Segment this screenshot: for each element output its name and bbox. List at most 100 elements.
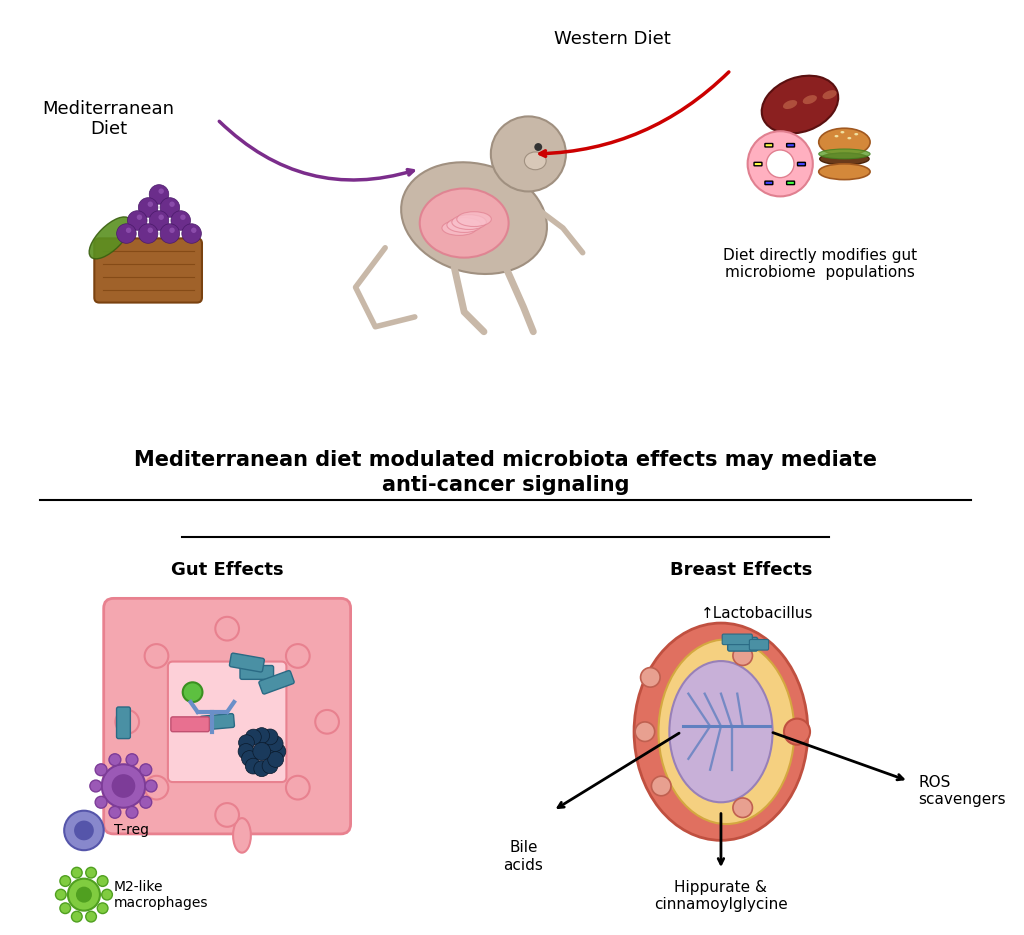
Ellipse shape: [658, 640, 795, 824]
Circle shape: [254, 727, 269, 743]
Text: ↑Lactobacillus: ↑Lactobacillus: [701, 606, 814, 621]
Circle shape: [169, 227, 175, 233]
Circle shape: [145, 780, 157, 792]
Circle shape: [182, 683, 203, 702]
FancyBboxPatch shape: [750, 640, 769, 650]
Circle shape: [535, 143, 542, 151]
Ellipse shape: [848, 137, 851, 139]
Ellipse shape: [820, 153, 869, 165]
Circle shape: [286, 776, 309, 799]
Circle shape: [171, 210, 190, 230]
Circle shape: [72, 868, 82, 878]
Circle shape: [95, 764, 106, 776]
FancyBboxPatch shape: [200, 713, 234, 730]
Circle shape: [254, 760, 269, 776]
Circle shape: [65, 811, 103, 850]
Circle shape: [494, 135, 514, 154]
Ellipse shape: [401, 163, 547, 274]
Circle shape: [137, 214, 142, 220]
FancyBboxPatch shape: [94, 238, 202, 303]
Circle shape: [90, 780, 101, 792]
Ellipse shape: [233, 818, 251, 853]
FancyBboxPatch shape: [798, 163, 806, 165]
Circle shape: [116, 710, 139, 734]
FancyBboxPatch shape: [171, 717, 209, 732]
Circle shape: [97, 903, 108, 913]
FancyBboxPatch shape: [728, 638, 758, 651]
Text: Hippurate &
cinnamoylglycine: Hippurate & cinnamoylglycine: [654, 880, 787, 913]
Text: ROS
scavengers: ROS scavengers: [919, 775, 1007, 807]
Circle shape: [191, 227, 197, 233]
Ellipse shape: [822, 90, 837, 99]
FancyBboxPatch shape: [765, 143, 773, 147]
Circle shape: [490, 116, 566, 192]
Circle shape: [68, 879, 100, 911]
Circle shape: [144, 776, 168, 799]
Ellipse shape: [446, 218, 481, 233]
FancyBboxPatch shape: [754, 163, 762, 165]
Circle shape: [182, 223, 202, 243]
FancyBboxPatch shape: [168, 662, 287, 782]
FancyBboxPatch shape: [786, 143, 795, 147]
Text: Mediterranean
Diet: Mediterranean Diet: [43, 100, 175, 138]
Circle shape: [128, 210, 147, 230]
Circle shape: [150, 184, 169, 204]
Circle shape: [733, 646, 753, 666]
FancyBboxPatch shape: [722, 634, 753, 644]
Circle shape: [159, 189, 164, 194]
Circle shape: [267, 752, 284, 768]
Circle shape: [138, 223, 158, 243]
Circle shape: [269, 743, 285, 759]
Text: M2-like
macrophages: M2-like macrophages: [114, 880, 208, 910]
Circle shape: [117, 223, 136, 243]
Circle shape: [147, 227, 153, 233]
Circle shape: [180, 214, 185, 220]
Circle shape: [60, 876, 71, 886]
Circle shape: [95, 797, 106, 808]
FancyBboxPatch shape: [117, 707, 130, 739]
Circle shape: [641, 668, 660, 687]
Circle shape: [247, 731, 262, 747]
Ellipse shape: [457, 211, 492, 226]
Ellipse shape: [762, 76, 839, 134]
Circle shape: [733, 798, 753, 817]
Ellipse shape: [524, 152, 546, 170]
FancyBboxPatch shape: [786, 181, 795, 184]
Ellipse shape: [442, 221, 476, 236]
Circle shape: [112, 774, 135, 798]
FancyBboxPatch shape: [765, 181, 773, 184]
Text: Mediterranean diet modulated microbiota effects may mediate
anti-cancer signalin: Mediterranean diet modulated microbiota …: [134, 451, 878, 495]
Circle shape: [286, 644, 309, 668]
Circle shape: [97, 876, 108, 886]
Circle shape: [86, 912, 96, 922]
Ellipse shape: [89, 217, 131, 259]
Circle shape: [160, 223, 179, 243]
Ellipse shape: [670, 661, 772, 802]
Circle shape: [215, 617, 239, 640]
Circle shape: [150, 210, 169, 230]
FancyBboxPatch shape: [103, 598, 350, 834]
Ellipse shape: [835, 135, 839, 137]
Circle shape: [86, 868, 96, 878]
Text: Bile
acids: Bile acids: [504, 841, 544, 872]
Circle shape: [240, 735, 255, 751]
Circle shape: [147, 201, 153, 207]
Circle shape: [140, 764, 152, 776]
Circle shape: [268, 735, 284, 751]
Ellipse shape: [634, 623, 808, 841]
Circle shape: [144, 644, 168, 668]
Circle shape: [159, 214, 164, 220]
Text: T-reg: T-reg: [114, 824, 148, 838]
Circle shape: [60, 903, 71, 913]
Circle shape: [109, 754, 121, 766]
Text: Breast Effects: Breast Effects: [670, 561, 812, 579]
Circle shape: [126, 227, 131, 233]
Circle shape: [76, 886, 92, 902]
Text: Gut Effects: Gut Effects: [171, 561, 284, 579]
Circle shape: [784, 719, 810, 744]
Circle shape: [74, 821, 94, 841]
Circle shape: [215, 803, 239, 827]
Ellipse shape: [819, 164, 870, 180]
Circle shape: [140, 797, 152, 808]
FancyBboxPatch shape: [240, 666, 273, 680]
